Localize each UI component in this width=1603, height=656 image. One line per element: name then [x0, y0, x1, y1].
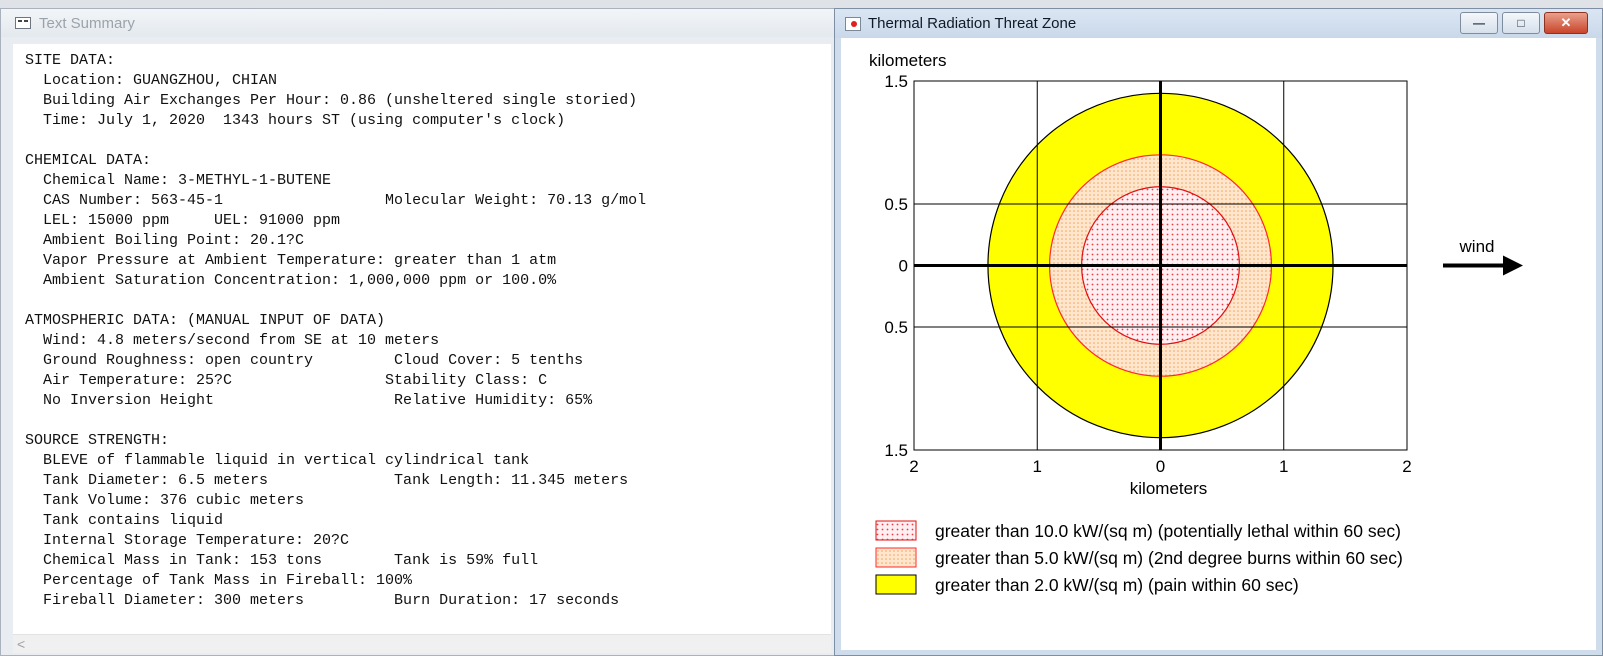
wind-label: wind	[1459, 237, 1495, 256]
summary-text-area[interactable]: SITE DATA: Location: GUANGZHOU, CHIAN Bu…	[13, 44, 831, 634]
legend-label: greater than 2.0 kW/(sq m) (pain within …	[935, 575, 1299, 595]
y-axis-label: kilometers	[869, 51, 946, 70]
x-tick-label: 2	[909, 457, 918, 476]
x-tick-label: 1	[1033, 457, 1042, 476]
x-axis-label: kilometers	[1130, 479, 1207, 498]
close-button[interactable]: ✕	[1544, 12, 1588, 34]
wind-arrow-icon	[1503, 255, 1523, 276]
text-summary-titlebar[interactable]: Text Summary	[1, 9, 835, 37]
y-tick-label: 0.5	[884, 318, 908, 337]
threat-zone-app-icon	[845, 16, 861, 31]
maximize-button[interactable]: □	[1502, 12, 1540, 34]
summary-text: SITE DATA: Location: GUANGZHOU, CHIAN Bu…	[25, 52, 647, 609]
y-tick-label: 0	[899, 257, 908, 276]
x-tick-label: 0	[1156, 457, 1165, 476]
text-window-icon	[15, 17, 31, 29]
threat-zone-titlebar[interactable]: Thermal Radiation Threat Zone — □ ✕	[835, 9, 1602, 38]
threat-zone-title: Thermal Radiation Threat Zone	[868, 15, 1077, 32]
y-tick-label: 0.5	[884, 195, 908, 214]
threat-zone-plot-area: 2 1 0 1 2 1.5 0.5 0 0.5 1.5 kilometers kilometers wi…	[841, 38, 1596, 650]
text-summary-window: Text Summary SITE DATA: Location: GUANGZ…	[0, 8, 836, 656]
y-tick-label: 1.5	[884, 441, 908, 460]
x-tick-label: 2	[1402, 457, 1411, 476]
horizontal-scrollbar[interactable]: <	[13, 634, 831, 653]
legend-label: greater than 5.0 kW/(sq m) (2nd degree b…	[935, 548, 1403, 568]
threat-zone-chart: 2 1 0 1 21.50.500.51.5kilometerskilometerswi…	[869, 51, 1523, 595]
legend-swatch	[875, 547, 917, 568]
legend-swatch	[875, 520, 917, 541]
legend-label: greater than 10.0 kW/(sq m) (potentially…	[935, 521, 1401, 541]
scroll-left-arrow-icon[interactable]: <	[17, 636, 26, 652]
threat-zone-window: Thermal Radiation Threat Zone — □ ✕ 2 1 0 1…	[834, 8, 1603, 656]
legend-swatch	[875, 574, 917, 595]
y-tick-label: 1.5	[884, 72, 908, 91]
minimize-button[interactable]: —	[1460, 12, 1498, 34]
x-tick-label: 1	[1279, 457, 1288, 476]
text-summary-title: Text Summary	[39, 14, 135, 32]
